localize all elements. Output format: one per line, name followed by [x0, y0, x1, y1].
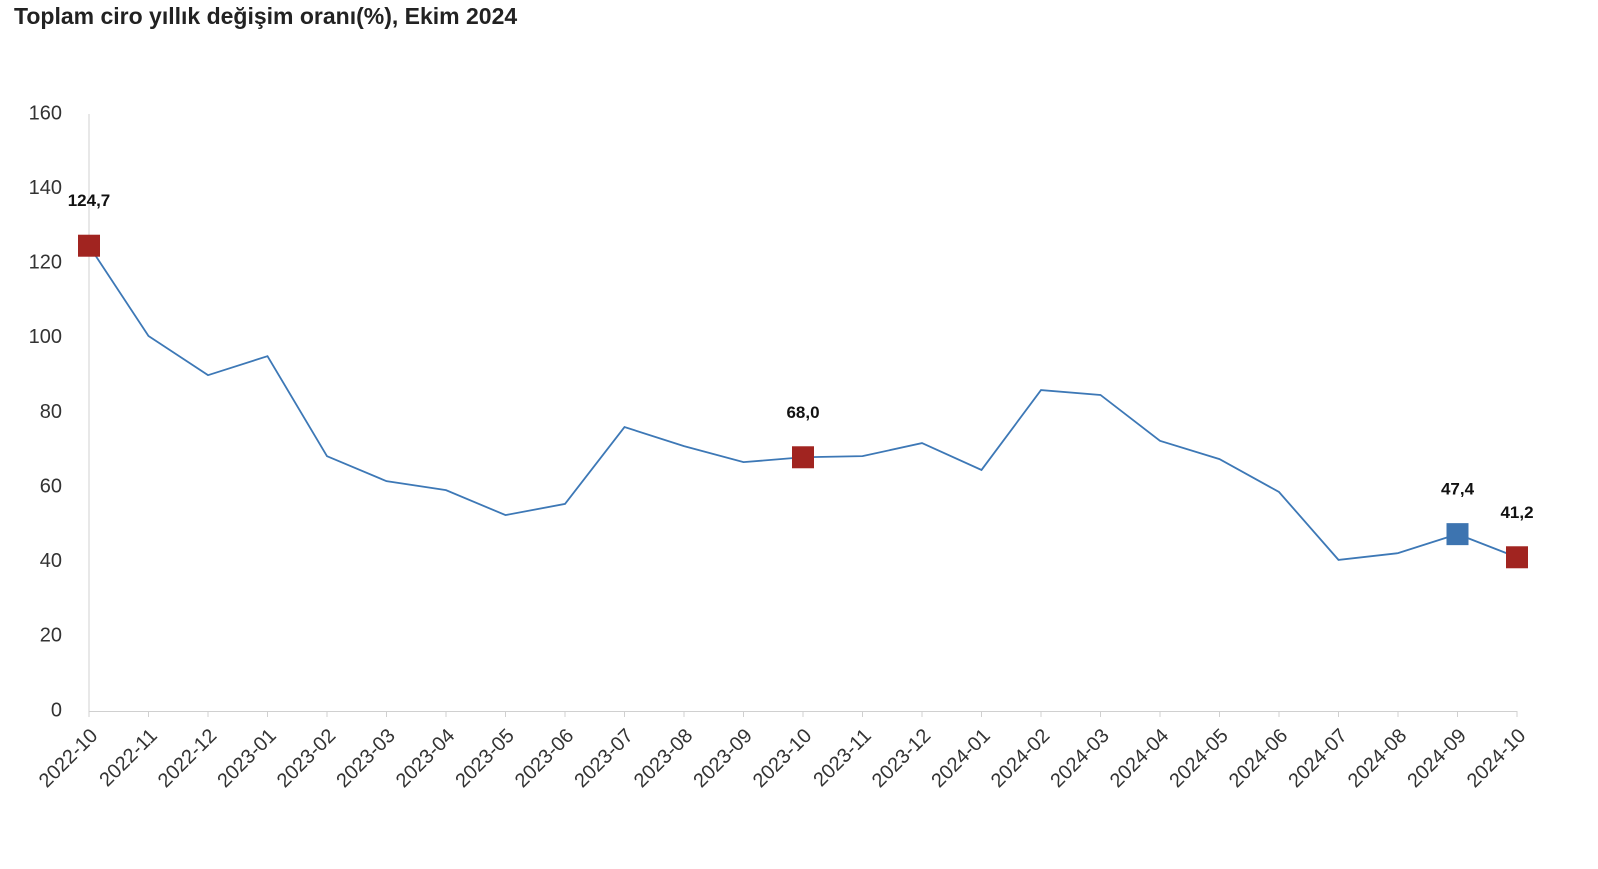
y-tick-label: 80	[40, 401, 62, 423]
x-tick-label: 2023-10	[749, 725, 816, 792]
y-tick-label: 120	[29, 252, 62, 274]
value-label: 124,7	[68, 191, 111, 210]
x-tick-label: 2023-02	[273, 725, 340, 792]
x-tick-label: 2023-04	[392, 725, 459, 792]
x-tick-label: 2024-06	[1225, 725, 1292, 792]
x-tick-label: 2023-05	[451, 725, 518, 792]
chart-title: Toplam ciro yıllık değişim oranı(%), Eki…	[14, 3, 517, 29]
x-tick-label: 2024-05	[1165, 725, 1232, 792]
y-tick-label: 100	[29, 326, 62, 348]
x-tick-label: 2024-04	[1106, 725, 1173, 792]
y-tick-label: 60	[40, 475, 62, 497]
y-tick-label: 40	[40, 550, 62, 572]
x-tick-label: 2024-01	[927, 725, 994, 792]
marker	[1506, 546, 1528, 569]
x-tick-label: 2024-10	[1463, 725, 1530, 792]
value-label: 47,4	[1441, 480, 1475, 499]
value-label: 41,2	[1500, 503, 1533, 522]
marker	[1446, 523, 1469, 546]
y-tick-label: 20	[40, 625, 62, 647]
x-tick-label: 2024-03	[1046, 725, 1113, 792]
x-tick-label: 2023-08	[630, 725, 697, 792]
x-tick-label: 2023-01	[213, 725, 280, 792]
x-tick-label: 2024-07	[1284, 725, 1351, 792]
x-tick-label: 2023-07	[570, 725, 637, 792]
x-tick-label: 2022-10	[35, 725, 102, 792]
y-tick-label: 140	[29, 177, 62, 199]
x-tick-label: 2023-09	[689, 725, 756, 792]
x-tick-label: 2024-08	[1344, 725, 1411, 792]
y-tick-label: 0	[51, 699, 62, 721]
x-tick-label: 2023-12	[868, 725, 935, 792]
x-tick-label: 2024-09	[1403, 725, 1470, 792]
value-label: 68,0	[786, 403, 819, 422]
x-tick-label: 2023-11	[809, 725, 875, 791]
marker	[792, 446, 814, 469]
x-tick-label: 2023-06	[511, 725, 578, 792]
x-tick-label: 2022-12	[154, 725, 221, 792]
x-tick-label: 2022-11	[95, 725, 161, 791]
x-tick-label: 2024-02	[987, 725, 1054, 792]
y-tick-label: 160	[29, 102, 62, 124]
marker	[78, 234, 100, 257]
x-tick-label: 2023-03	[332, 725, 399, 792]
